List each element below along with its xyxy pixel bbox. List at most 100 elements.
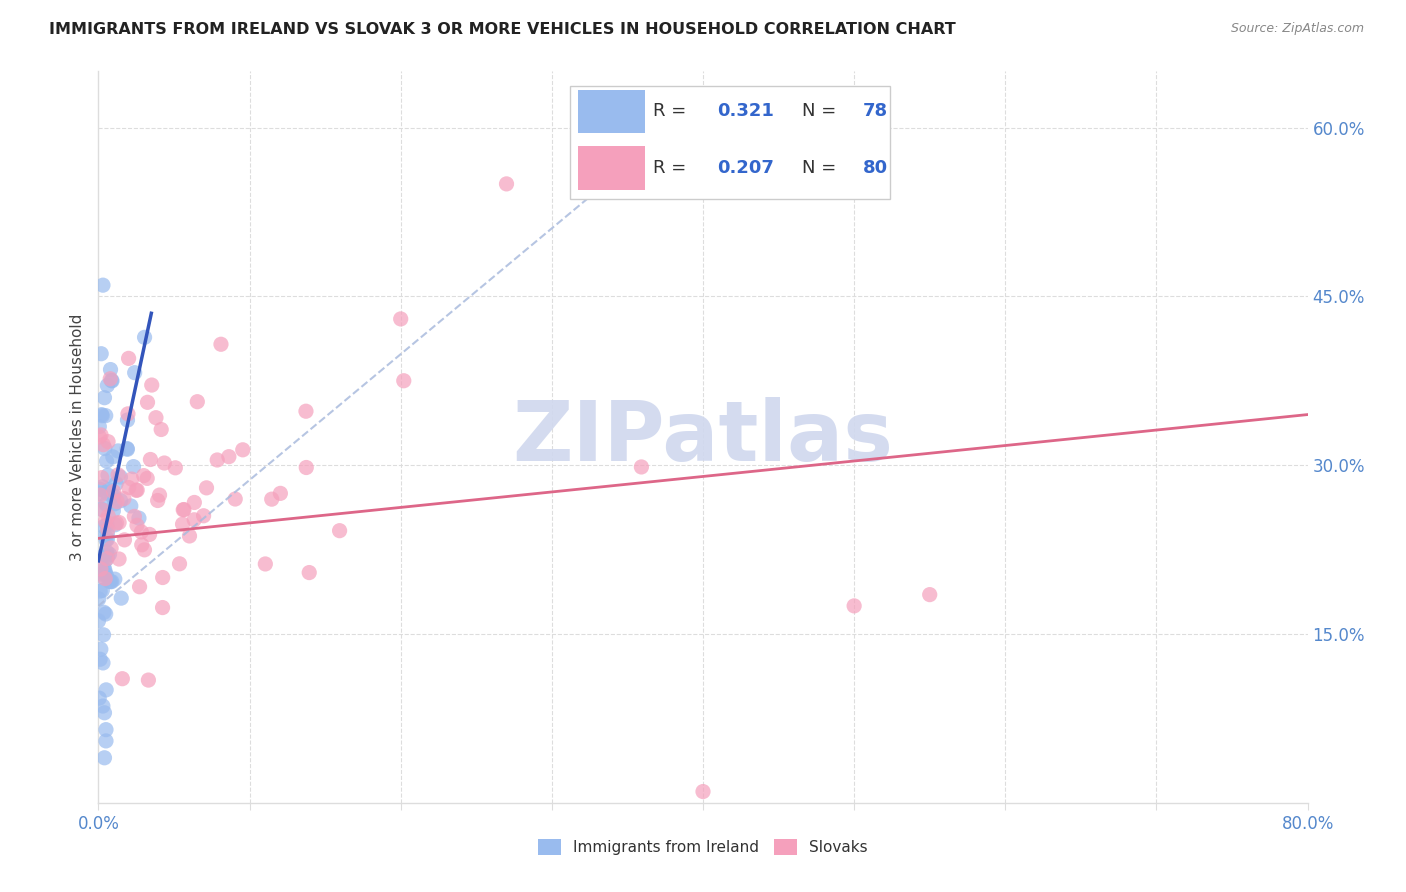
Point xyxy=(93,391,115,405)
Point xyxy=(90,408,112,422)
Point xyxy=(173,502,195,516)
Point xyxy=(138,527,160,541)
Point xyxy=(89,430,111,444)
Point xyxy=(97,434,120,449)
Point xyxy=(90,567,112,582)
Point xyxy=(93,706,115,720)
Point xyxy=(179,529,201,543)
Point xyxy=(91,503,114,517)
Point xyxy=(108,516,131,530)
Point xyxy=(91,699,114,714)
Text: N =: N = xyxy=(803,159,842,178)
Point xyxy=(117,407,139,421)
Point xyxy=(89,419,111,434)
Point xyxy=(89,691,111,706)
Point xyxy=(107,444,129,458)
Point xyxy=(93,519,115,533)
Point xyxy=(96,533,118,547)
Point xyxy=(148,488,170,502)
Text: IMMIGRANTS FROM IRELAND VS SLOVAK 3 OR MORE VEHICLES IN HOUSEHOLD CORRELATION CH: IMMIGRANTS FROM IRELAND VS SLOVAK 3 OR M… xyxy=(49,22,956,37)
Point xyxy=(103,484,125,499)
Point xyxy=(172,517,194,532)
Point xyxy=(94,497,117,511)
Point xyxy=(98,372,121,386)
Point xyxy=(138,673,160,687)
Point xyxy=(89,483,111,497)
Point xyxy=(152,600,174,615)
Point xyxy=(630,459,652,474)
Point xyxy=(207,453,229,467)
Point xyxy=(101,450,124,464)
Point xyxy=(94,723,117,737)
Point xyxy=(134,330,156,344)
Point xyxy=(103,504,125,518)
Text: N =: N = xyxy=(803,103,842,120)
Point xyxy=(89,652,111,666)
Point xyxy=(94,553,117,567)
Point xyxy=(96,485,118,500)
Point xyxy=(141,378,163,392)
Point xyxy=(97,509,120,524)
Text: 80: 80 xyxy=(863,159,887,178)
Point xyxy=(89,584,111,599)
Point xyxy=(93,628,115,642)
Point xyxy=(93,751,115,765)
Point xyxy=(136,471,159,485)
Point xyxy=(89,488,111,502)
Point xyxy=(134,542,156,557)
Point xyxy=(392,374,415,388)
Point xyxy=(146,493,169,508)
Point xyxy=(111,672,134,686)
Point xyxy=(183,495,205,509)
Point xyxy=(94,566,117,581)
Point xyxy=(209,337,232,351)
Y-axis label: 3 or more Vehicles in Household: 3 or more Vehicles in Household xyxy=(69,313,84,561)
Point xyxy=(101,574,124,589)
Legend: Immigrants from Ireland, Slovaks: Immigrants from Ireland, Slovaks xyxy=(531,833,875,861)
Text: Source: ZipAtlas.com: Source: ZipAtlas.com xyxy=(1230,22,1364,36)
Point xyxy=(224,491,246,506)
Point xyxy=(94,528,117,542)
Point xyxy=(94,607,117,621)
FancyBboxPatch shape xyxy=(578,146,645,190)
Point xyxy=(91,656,114,670)
Point xyxy=(295,460,318,475)
Point xyxy=(87,591,110,606)
Point xyxy=(844,599,866,613)
Point xyxy=(114,533,136,547)
Point xyxy=(90,428,112,442)
Point xyxy=(91,583,114,598)
Point xyxy=(104,517,127,532)
Point xyxy=(91,278,114,293)
Point xyxy=(131,524,153,539)
Point xyxy=(97,468,120,483)
Point xyxy=(94,442,117,456)
Point xyxy=(98,574,121,589)
Point xyxy=(120,499,142,513)
Point xyxy=(692,784,714,798)
Point xyxy=(269,486,291,500)
Point xyxy=(124,366,146,380)
Point xyxy=(254,557,277,571)
Point xyxy=(91,438,114,452)
Point xyxy=(128,580,150,594)
Point xyxy=(139,452,162,467)
Point xyxy=(186,394,208,409)
Point xyxy=(128,511,150,525)
Point xyxy=(218,450,240,464)
Point xyxy=(94,682,117,697)
Point xyxy=(165,460,187,475)
Point xyxy=(97,483,120,497)
Point xyxy=(295,404,318,418)
Point xyxy=(107,467,129,482)
Point xyxy=(169,557,191,571)
Point xyxy=(90,502,112,516)
Point xyxy=(105,516,128,530)
Point xyxy=(150,422,173,436)
Text: R =: R = xyxy=(654,159,692,178)
Point xyxy=(117,351,139,366)
Point xyxy=(93,605,115,619)
Point xyxy=(90,562,112,576)
Point xyxy=(97,549,120,563)
FancyBboxPatch shape xyxy=(569,86,890,200)
